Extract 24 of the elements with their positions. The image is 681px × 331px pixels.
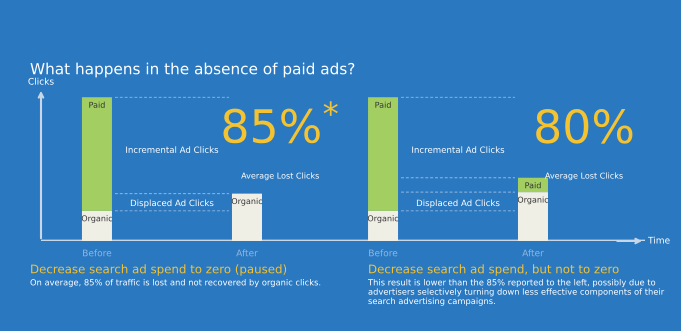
text: On average, 85% of traffic is lost and not recovered by organic clicks. xyxy=(30,279,320,288)
bar xyxy=(518,192,548,241)
text: Decrease search ad spend, but not to zero xyxy=(369,264,619,276)
x-tick-label: After xyxy=(522,249,544,256)
x-tick-label: Before xyxy=(83,249,112,256)
annotation: 80% xyxy=(536,108,632,144)
x-tick-label: Before xyxy=(369,249,398,256)
x-tick-label: After xyxy=(236,249,258,256)
annotation: Displaced Ad Clicks xyxy=(130,199,214,208)
bar xyxy=(368,97,398,211)
annotation: Average Lost Clicks xyxy=(241,172,319,180)
annotation: Incremental Ad Clicks xyxy=(126,146,218,153)
annotation: Average Lost Clicks xyxy=(544,172,623,180)
y-axis-title: Clicks xyxy=(28,78,54,85)
annotation: Displaced Ad Clicks xyxy=(416,199,500,208)
series-label: Paid xyxy=(89,102,105,108)
chart-title: What happens in the absence of paid ads? xyxy=(30,62,354,78)
annotation: 85%$^{*}$ xyxy=(223,101,338,144)
text: Decrease search ad spend to zero (paused) xyxy=(31,264,286,276)
x-axis-title: Time xyxy=(648,236,670,244)
series-label: Paid xyxy=(525,182,541,188)
text: Paid xyxy=(375,102,391,108)
text: This result is lower than the 85% reported to the left, possibly due to advertisers selectively turning down less effective components of their search advertising campaigns. xyxy=(368,279,664,306)
annotation: Incremental Ad Clicks xyxy=(412,146,504,153)
